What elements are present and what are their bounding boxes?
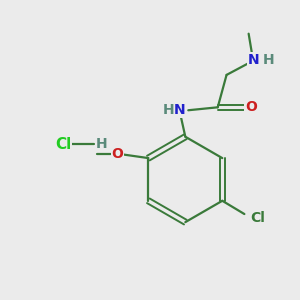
Text: O: O bbox=[245, 100, 256, 114]
Text: O: O bbox=[112, 147, 123, 161]
Text: Cl: Cl bbox=[55, 136, 71, 152]
Text: H: H bbox=[96, 137, 107, 151]
Text: Cl: Cl bbox=[250, 212, 265, 226]
Text: N: N bbox=[174, 103, 186, 117]
Text: H: H bbox=[162, 103, 174, 117]
Text: H: H bbox=[262, 53, 274, 67]
Text: N: N bbox=[248, 53, 260, 67]
